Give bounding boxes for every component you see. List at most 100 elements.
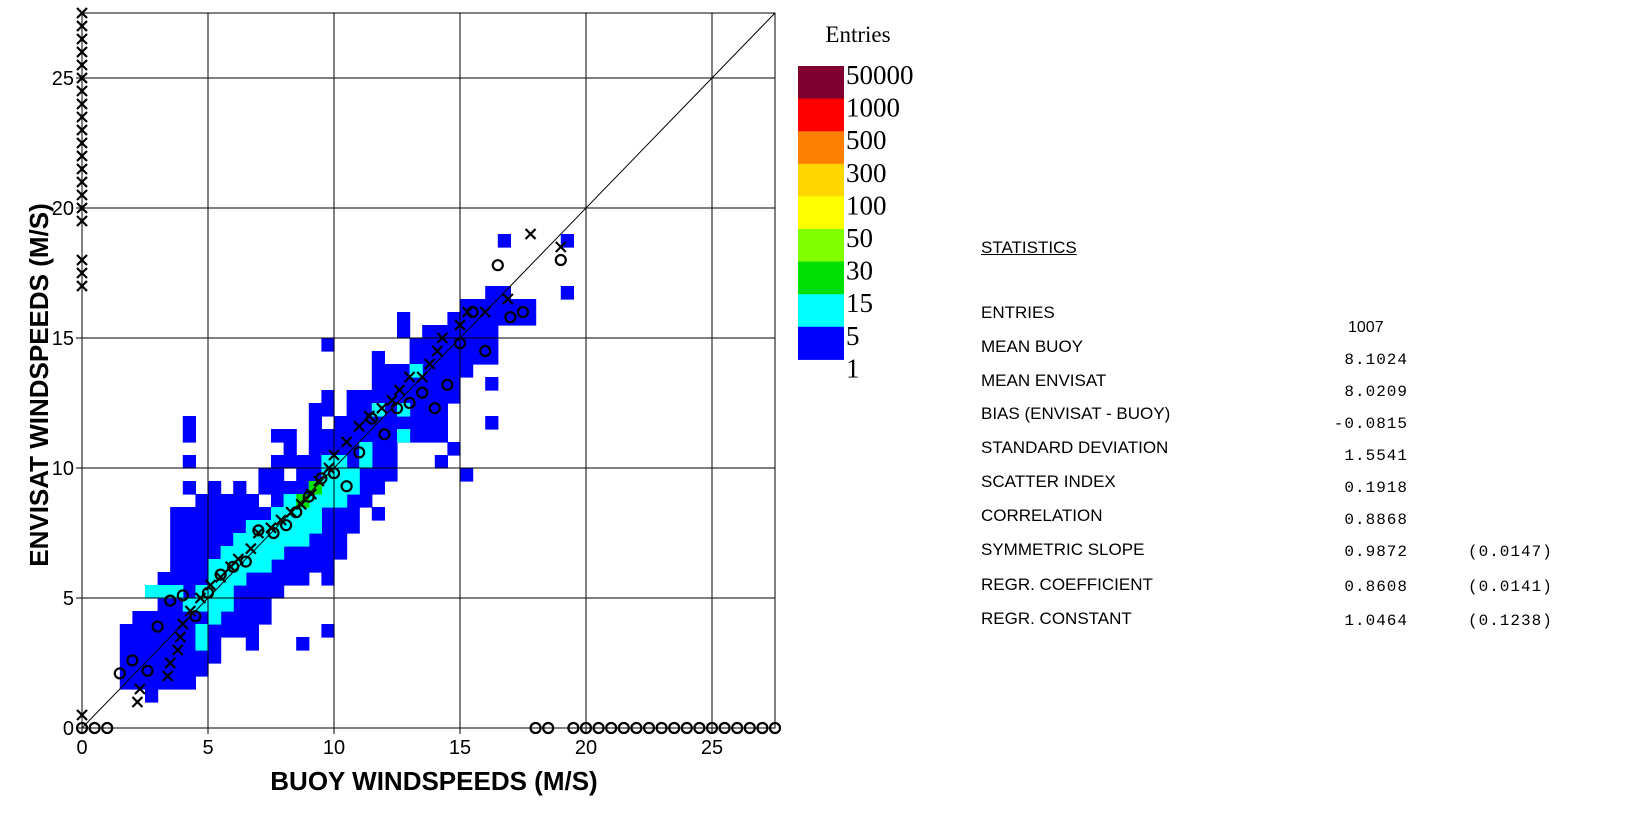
heatmap-cell [308,468,322,482]
heatmap-cell [182,520,196,534]
heatmap-cell [208,520,222,534]
heatmap-cell [182,676,196,690]
circle-marker [416,386,429,399]
heatmap-cell [371,403,385,417]
heatmap-cell [208,650,222,664]
x-marker [436,332,449,344]
legend-swatch [798,229,844,263]
heatmap-cell [346,494,360,508]
x-marker [323,462,335,474]
heatmap-cell [346,468,360,482]
heatmap-cell [245,624,259,638]
heatmap-cell [384,416,398,430]
stat-value: 8.1024 [1344,351,1408,369]
heatmap-cell [560,286,574,300]
heatmap-cell [308,429,322,443]
heatmap-cell [460,351,474,365]
heatmap-cell [245,598,259,612]
heatmap-cell [195,533,209,547]
heatmap-cell [346,403,360,417]
stat-label: BIAS (ENVISAT - BUOY) [981,404,1171,423]
heatmap-cell [271,481,285,495]
legend-level-label: 15 [846,288,873,318]
heatmap-cell [334,533,348,547]
circle-marker [189,610,202,623]
legend-level-label: 300 [846,158,887,188]
heatmap-cell [182,481,196,495]
heatmap-cell [271,559,285,573]
circle-marker [365,412,378,425]
y-axis-label: ENVISAT WINDSPEEDS (M/S) [24,203,54,567]
x-marker [214,571,227,583]
heatmap-cell [308,507,322,521]
heatmap-cell [460,364,474,378]
heatmap-cell [245,494,259,508]
heatmap-cell [258,546,272,560]
stat-label: MEAN ENVISAT [981,371,1107,390]
heatmap-cell [182,637,196,651]
heatmap-cell [321,546,335,560]
stat-value: 1.0464 [1344,612,1408,630]
heatmap-cell [334,520,348,534]
stat-value: 0.1918 [1344,479,1408,497]
stat-label: REGR. CONSTANT [981,609,1132,628]
heatmap-cell [371,507,385,521]
heatmap-cell [182,507,196,521]
stat-label: SCATTER INDEX [981,472,1116,491]
legend-level-label: 1 [846,353,860,383]
heatmap-cell [321,429,335,443]
heatmap-cell [422,338,436,352]
circle-marker [453,337,467,350]
heatmap-cell [170,572,184,586]
heatmap-cell [208,507,222,521]
circle-marker [290,506,303,519]
axes: 0 5 10 15 20 25 0 5 10 15 20 25 [52,12,776,759]
heatmap-cell [472,338,486,352]
heatmap-cell [145,624,159,638]
heatmap-cell [321,494,335,508]
legend-level-label: 100 [846,190,887,220]
heatmap-cell [422,325,436,339]
heatmap-cell [422,390,436,404]
heatmap-cell [157,676,171,690]
heatmap-cell [182,429,196,443]
circle-marker [327,467,341,480]
heatmap-cell [220,611,234,625]
heatmap-cell [132,650,146,664]
heatmap-cell [359,442,373,456]
circle-marker [280,519,293,532]
stat-error: (0.0141) [1468,578,1553,596]
heatmap-cell [321,520,335,534]
x-marker [524,228,537,240]
heatmap-cell [258,572,272,586]
heatmap-cell [321,390,335,404]
heatmap-cell [271,585,285,599]
heatmap-cell [485,377,499,391]
circle-marker [201,586,215,599]
x-marker [555,241,567,253]
circle-marker [428,402,441,415]
stat-value: -0.0815 [1333,415,1408,433]
heatmap-cell [195,637,209,651]
legend-title: Entries [825,22,890,47]
circle-marker [164,594,177,607]
heatmap-cell [346,481,360,495]
y-tick-label: 0 [63,718,74,740]
stat-value: 1007 [1348,319,1384,336]
heatmap-cell [359,481,373,495]
heatmap-cell [321,559,335,573]
heatmap-cell [271,533,285,547]
heatmap-cell [308,403,322,417]
heatmap-cell [271,455,285,469]
heatmap-cell [485,416,499,430]
legend-level-label: 30 [846,256,873,286]
heatmap-cell [510,299,524,313]
x-marker [275,514,287,526]
circle-marker [554,253,567,267]
heatmap-cell [296,520,310,534]
heatmap-cell [371,455,385,469]
heatmap-cell [346,520,360,534]
stat-value: 8.0209 [1344,383,1408,401]
heatmap-cell [271,494,285,508]
